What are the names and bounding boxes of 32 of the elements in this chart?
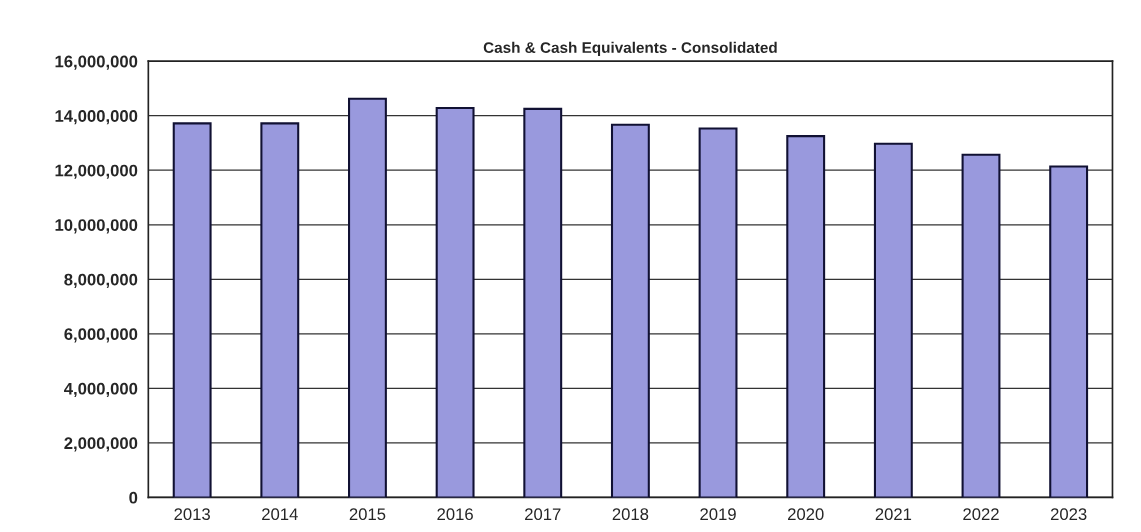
x-tick-label: 2022	[963, 508, 999, 521]
y-tick-label: 10,000,000	[55, 219, 138, 234]
chart-title: Cash & Cash Equivalents - Consolidated	[483, 41, 777, 57]
y-tick-label: 6,000,000	[64, 328, 138, 343]
bar	[1049, 165, 1089, 498]
x-tick-label: 2016	[437, 508, 473, 521]
x-tick-label: 2020	[788, 508, 824, 521]
x-tick-label: 2017	[525, 508, 561, 521]
x-tick-label: 2015	[349, 508, 386, 521]
bar	[523, 107, 563, 498]
x-tick-label: 2019	[700, 508, 736, 521]
bar	[610, 123, 650, 498]
bar	[873, 142, 913, 498]
y-tick-label: 14,000,000	[55, 110, 138, 125]
bar	[698, 127, 738, 498]
y-tick-label: 0	[129, 491, 138, 504]
x-tick-label: 2018	[612, 508, 649, 521]
bar	[435, 107, 475, 498]
x-tick-label: 2023	[1050, 508, 1087, 521]
bar	[260, 122, 300, 498]
y-tick-label: 4,000,000	[64, 382, 138, 397]
x-tick-label: 2013	[174, 508, 210, 521]
y-tick-label: 16,000,000	[55, 55, 138, 70]
x-tick-label: 2014	[262, 508, 298, 521]
bar	[786, 135, 826, 498]
bar	[961, 153, 1001, 498]
y-tick-label: 2,000,000	[64, 437, 138, 452]
x-tick-label: 2021	[875, 508, 912, 521]
bar	[348, 97, 387, 498]
y-tick-label: 12,000,000	[55, 164, 138, 179]
y-tick-label: 8,000,000	[64, 273, 138, 288]
bar	[172, 122, 212, 498]
